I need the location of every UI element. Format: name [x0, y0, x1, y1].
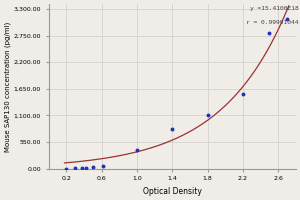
Point — [241, 92, 245, 95]
Point — [73, 167, 77, 170]
Point — [101, 164, 106, 167]
Text: y =15.4100E18: y =15.4100E18 — [250, 6, 298, 11]
Point — [170, 127, 175, 130]
Point — [90, 166, 95, 169]
Point — [134, 149, 139, 152]
Point — [285, 17, 290, 20]
Point — [267, 32, 272, 35]
Point — [205, 114, 210, 117]
Text: r = 0.99991044: r = 0.99991044 — [246, 20, 298, 25]
Point — [64, 167, 69, 170]
Y-axis label: Mouse SAP130 concentration (pg/ml): Mouse SAP130 concentration (pg/ml) — [4, 21, 11, 152]
Point — [83, 166, 88, 169]
X-axis label: Optical Density: Optical Density — [143, 187, 202, 196]
Point — [80, 167, 85, 170]
